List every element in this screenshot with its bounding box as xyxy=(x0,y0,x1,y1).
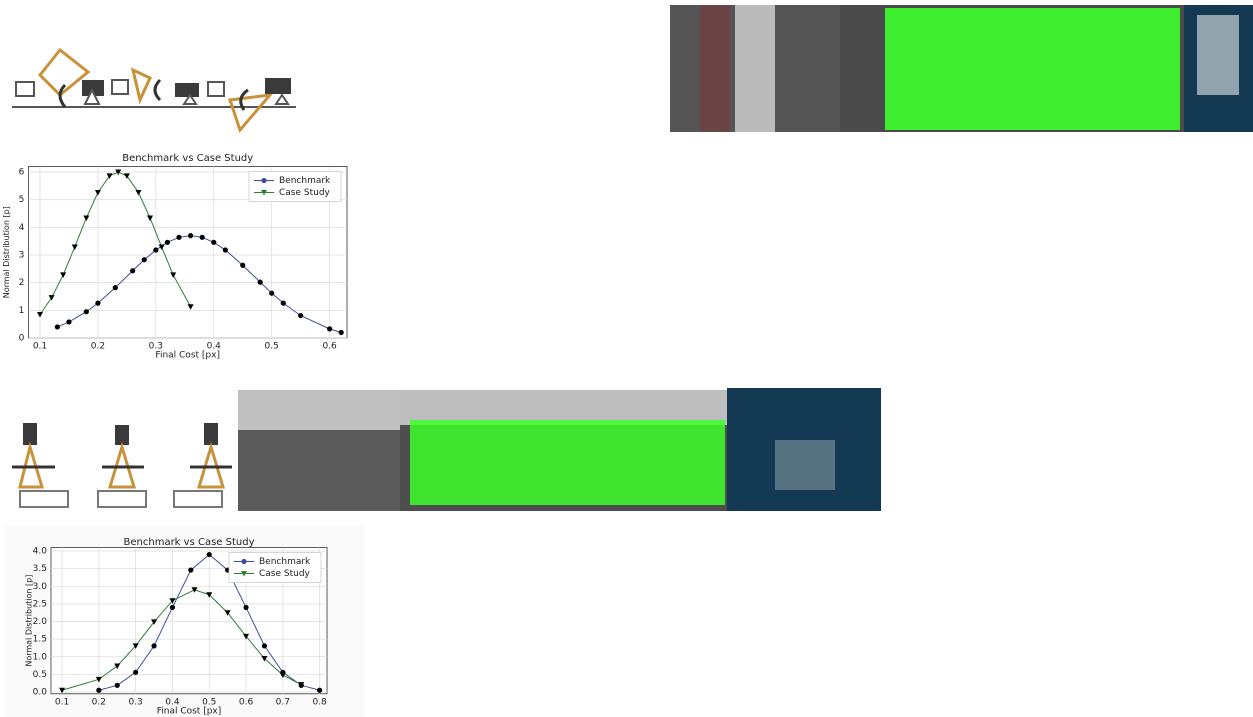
y-tick-label: 3.5 xyxy=(33,564,47,574)
marker xyxy=(223,247,228,252)
y-axis-label: Normal Distribution [p] xyxy=(25,575,34,667)
y-tick-label: 0 xyxy=(19,334,25,344)
marker xyxy=(188,567,193,572)
marker xyxy=(84,309,89,314)
legend-marker xyxy=(241,559,246,564)
y-tick-label: 4 xyxy=(19,223,25,233)
legend-label: Benchmark xyxy=(259,557,311,567)
y-tick-label: 3 xyxy=(19,251,25,261)
y-tick-label: 0.5 xyxy=(33,670,47,680)
marker xyxy=(298,313,303,318)
marker xyxy=(142,257,147,262)
x-tick-label: 0.2 xyxy=(91,342,105,352)
chart-title: Benchmark vs Case Study xyxy=(124,537,255,548)
photo-strip-middle xyxy=(238,388,881,511)
x-tick-label: 0.1 xyxy=(55,697,69,707)
marker xyxy=(339,330,344,335)
marker xyxy=(317,688,322,693)
rotation-diagram xyxy=(12,50,296,130)
marker xyxy=(200,235,205,240)
legend-marker xyxy=(261,178,266,183)
marker xyxy=(170,605,175,610)
marker xyxy=(130,268,135,273)
legend-label: Case Study xyxy=(279,188,331,198)
marker xyxy=(113,285,118,290)
x-tick-label: 0.6 xyxy=(239,697,254,707)
marker xyxy=(281,301,286,306)
y-tick-label: 6 xyxy=(19,168,25,178)
y-tick-label: 0.0 xyxy=(33,688,48,698)
marker xyxy=(269,291,274,296)
y-tick-label: 1 xyxy=(19,306,25,316)
marker xyxy=(188,233,193,238)
marker xyxy=(55,324,60,329)
marker xyxy=(176,235,181,240)
x-axis-label: Final Cost [px] xyxy=(155,351,220,361)
y-tick-label: 5 xyxy=(19,195,25,205)
x-axis-label: Final Cost [px] xyxy=(157,706,222,716)
page: 0.10.20.30.40.50.60123456Benchmark vs Ca… xyxy=(0,0,1253,717)
x-tick-label: 0.6 xyxy=(322,342,337,352)
y-tick-label: 1.0 xyxy=(33,652,48,662)
y-axis-label: Normal Distribution [p] xyxy=(2,206,11,298)
x-tick-label: 0.7 xyxy=(276,697,290,707)
marker xyxy=(115,683,120,688)
legend-label: Case Study xyxy=(259,569,311,579)
marker xyxy=(96,688,101,693)
figure: 0.10.20.30.40.50.60123456Benchmark vs Ca… xyxy=(0,0,1253,717)
y-tick-label: 2 xyxy=(19,278,25,288)
y-tick-label: 4.0 xyxy=(33,547,48,557)
marker xyxy=(153,247,158,252)
y-tick-label: 2.5 xyxy=(33,599,47,609)
marker xyxy=(327,326,332,331)
marker xyxy=(151,643,156,648)
x-tick-label: 0.8 xyxy=(312,697,327,707)
translation-diagram xyxy=(12,423,232,507)
x-tick-label: 0.1 xyxy=(33,342,47,352)
chart-title: Benchmark vs Case Study xyxy=(122,153,253,164)
marker xyxy=(243,605,248,610)
y-tick-label: 1.5 xyxy=(33,635,47,645)
marker xyxy=(207,552,212,557)
marker xyxy=(95,301,100,306)
x-tick-label: 0.2 xyxy=(92,697,106,707)
y-tick-label: 2.0 xyxy=(33,617,48,627)
marker xyxy=(66,319,71,324)
marker xyxy=(165,240,170,245)
y-tick-label: 3.0 xyxy=(33,582,48,592)
marker xyxy=(262,643,267,648)
marker xyxy=(258,280,263,285)
marker xyxy=(133,670,138,675)
x-tick-label: 0.3 xyxy=(128,697,142,707)
x-tick-label: 0.5 xyxy=(265,342,279,352)
marker xyxy=(240,263,245,268)
photo-strip-top xyxy=(670,5,1253,132)
legend-label: Benchmark xyxy=(279,176,331,186)
marker xyxy=(211,240,216,245)
